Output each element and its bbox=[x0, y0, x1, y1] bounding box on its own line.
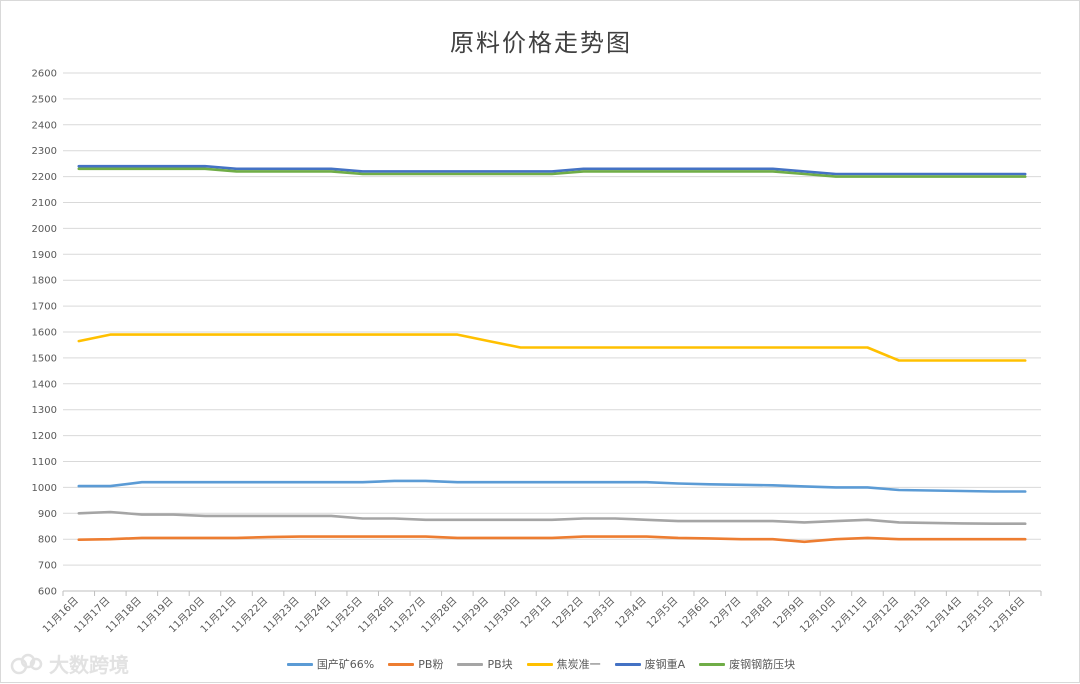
legend-swatch bbox=[457, 662, 484, 666]
y-tick-label: 2000 bbox=[32, 224, 57, 235]
y-tick-label: 1100 bbox=[32, 457, 57, 468]
legend-swatch bbox=[388, 662, 415, 666]
legend-item: 国产矿66% bbox=[286, 656, 375, 672]
y-tick-label: 2300 bbox=[32, 146, 57, 157]
y-tick-label: 1600 bbox=[32, 328, 57, 339]
legend-swatch bbox=[526, 662, 553, 666]
legend-item: 焦炭准一 bbox=[526, 656, 601, 672]
y-tick-label: 600 bbox=[38, 587, 57, 598]
watermark: 大数跨境 bbox=[9, 649, 129, 678]
y-tick-label: 1700 bbox=[32, 302, 57, 313]
legend-item: 废钢钢筋压块 bbox=[699, 656, 795, 672]
legend-label: 废钢重A bbox=[644, 658, 686, 671]
y-tick-label: 2600 bbox=[32, 69, 57, 80]
y-tick-label: 2400 bbox=[32, 120, 57, 131]
cloud-logo-icon bbox=[10, 653, 43, 674]
y-tick-label: 1000 bbox=[32, 483, 57, 494]
series-line bbox=[77, 333, 1027, 362]
y-tick-label: 1400 bbox=[32, 379, 57, 390]
legend-label: 废钢钢筋压块 bbox=[729, 658, 796, 671]
y-tick-label: 2500 bbox=[32, 94, 57, 105]
legend-item: 废钢重A bbox=[614, 656, 686, 672]
y-tick-label: 800 bbox=[38, 535, 57, 546]
x-tick-label: 12月3日 bbox=[581, 595, 617, 631]
y-tick-label: 1200 bbox=[32, 431, 57, 442]
x-tick-label: 12月5日 bbox=[644, 595, 680, 631]
series-line bbox=[77, 510, 1027, 526]
y-tick-label: 2100 bbox=[32, 198, 57, 209]
legend-label: 国产矿66% bbox=[316, 658, 375, 671]
x-tick-label: 12月4日 bbox=[613, 595, 649, 631]
y-tick-label: 2200 bbox=[32, 172, 57, 183]
x-tick-label: 12月1日 bbox=[518, 595, 554, 631]
y-tick-label: 700 bbox=[38, 561, 57, 572]
legend-swatch bbox=[699, 662, 726, 666]
series-line bbox=[77, 167, 1027, 178]
watermark-text: 大数跨境 bbox=[49, 653, 129, 677]
y-tick-label: 1800 bbox=[32, 276, 57, 287]
legend-item: PB块 bbox=[457, 656, 513, 672]
legend-item: PB粉 bbox=[388, 656, 443, 672]
y-tick-label: 1300 bbox=[32, 405, 57, 416]
legend-swatch bbox=[286, 662, 313, 666]
legend-label: 焦炭准一 bbox=[556, 658, 601, 671]
legend-swatch bbox=[614, 662, 641, 666]
x-tick-label: 12月7日 bbox=[707, 595, 743, 631]
y-tick-label: 900 bbox=[38, 509, 57, 520]
y-tick-label: 1900 bbox=[32, 250, 57, 261]
x-tick-label: 12月6日 bbox=[676, 595, 712, 631]
legend-label: PB块 bbox=[487, 658, 513, 671]
legend: 国产矿66% PB粉 PB块 焦炭准一 废钢重A 废钢钢筋压块 bbox=[1, 656, 1080, 672]
legend-label: PB粉 bbox=[418, 658, 444, 671]
series-line bbox=[77, 535, 1027, 544]
series-line bbox=[77, 479, 1027, 493]
y-tick-label: 1500 bbox=[32, 353, 57, 364]
series-line bbox=[77, 164, 1027, 176]
x-tick-label: 12月2日 bbox=[550, 595, 586, 631]
x-tick-label: 12月8日 bbox=[739, 595, 775, 631]
chart-title: 原料价格走势图 bbox=[450, 29, 632, 57]
